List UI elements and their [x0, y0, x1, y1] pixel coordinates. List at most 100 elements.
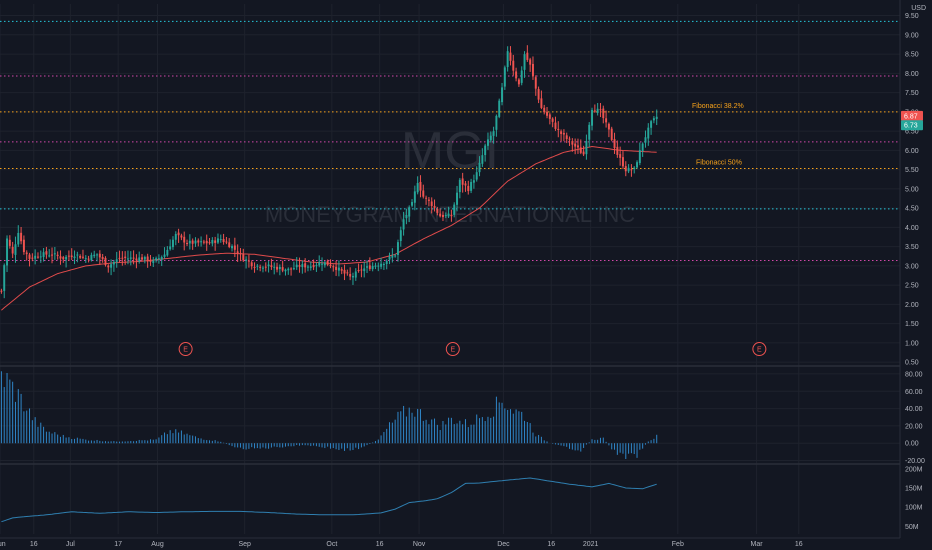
candle-body	[551, 118, 554, 122]
price-tick-label: 4.00	[905, 225, 919, 232]
time-tick-label: Jun	[0, 541, 6, 548]
candle-body	[36, 256, 39, 258]
candle-body	[20, 232, 23, 242]
candle-body	[214, 240, 217, 243]
price-tick-label: 3.00	[905, 263, 919, 270]
candle-body	[579, 147, 582, 153]
price-tick-label: 5.50	[905, 167, 919, 174]
candle-body	[540, 98, 543, 108]
candle-body	[498, 100, 501, 117]
price-tick-label: 8.50	[905, 52, 919, 59]
candle-body	[76, 254, 79, 256]
pane-dividers[interactable]	[0, 0, 901, 539]
candle-body	[633, 167, 636, 170]
candle-body	[104, 257, 107, 265]
gridlines	[0, 4, 900, 534]
time-tick-label: 16	[795, 541, 803, 548]
candle-body	[211, 240, 214, 244]
candle-body	[467, 185, 470, 192]
candle-body	[377, 265, 380, 267]
candle-body	[394, 255, 397, 257]
candle-body	[472, 180, 475, 183]
candle-body	[571, 141, 574, 145]
candle-body	[200, 241, 203, 243]
candle-body	[118, 257, 121, 259]
candle-body	[548, 114, 551, 119]
candle-body	[115, 259, 118, 262]
candle-body	[616, 146, 619, 155]
candle-body	[53, 253, 56, 255]
candle-body	[531, 63, 534, 77]
candle-body	[245, 259, 248, 261]
candle-body	[31, 257, 34, 259]
horizontal-levels[interactable]: Fibonacci 38.2% Fibonacci 50%	[0, 20, 900, 261]
candle-body	[287, 268, 290, 271]
candle-body	[610, 128, 613, 140]
candle-body	[613, 139, 616, 149]
time-tick-label: Sep	[238, 541, 251, 548]
candle-body	[627, 167, 630, 172]
candle-body	[295, 264, 298, 268]
candle-body	[132, 257, 135, 259]
candle-body	[166, 249, 169, 256]
oscillator-histogram	[0, 371, 658, 460]
candle-body	[354, 271, 357, 278]
candle-body	[650, 121, 653, 128]
price-tick-label: 2.50	[905, 283, 919, 290]
price-axis[interactable]: 9.509.008.508.007.507.006.506.005.505.00…	[905, 13, 925, 531]
candle-body	[495, 115, 498, 130]
candle-body	[239, 253, 242, 255]
oscillator-tick-label: -20.00	[905, 458, 925, 465]
candle-body	[405, 215, 408, 219]
price-badges: 6.87 6.73	[901, 110, 923, 131]
candle-body	[163, 254, 166, 257]
candle-body	[588, 124, 591, 140]
candle-body	[183, 236, 186, 243]
candle-body	[124, 256, 127, 258]
candle-body	[475, 172, 478, 180]
candle-body	[312, 264, 315, 268]
price-tick-label: 1.50	[905, 321, 919, 328]
candle-body	[247, 260, 250, 262]
time-tick-label: Oct	[326, 541, 337, 548]
candle-body	[208, 242, 211, 244]
candle-body	[171, 239, 174, 248]
candle-body	[222, 239, 225, 243]
time-tick-label: Aug	[151, 541, 164, 548]
fibonacci-label: Fibonacci 50%	[696, 159, 742, 166]
candle-body	[34, 255, 37, 259]
candle-body	[501, 87, 504, 103]
candle-body	[28, 254, 31, 259]
candle-body	[399, 230, 402, 241]
candle-body	[447, 213, 450, 217]
candle-body	[638, 150, 641, 163]
candle-body	[180, 235, 183, 238]
candle-body	[259, 266, 262, 268]
candle-body	[621, 157, 624, 167]
candle-body	[416, 183, 419, 193]
candle-body	[509, 52, 512, 61]
candle-body	[427, 199, 430, 201]
candle-body	[520, 70, 523, 83]
candle-body	[515, 71, 518, 79]
price-badge	[901, 120, 923, 131]
price-tick-label: 6.50	[905, 129, 919, 136]
candle-body	[647, 127, 650, 139]
candle-body	[45, 251, 48, 255]
candle-body	[422, 190, 425, 197]
candle-body	[98, 253, 101, 258]
candle-body	[560, 131, 563, 134]
price-tick-label: 7.50	[905, 90, 919, 97]
candle-body	[655, 116, 658, 119]
candle-body	[380, 263, 383, 267]
candle-body	[62, 257, 65, 260]
candlesticks[interactable]	[0, 45, 658, 299]
candle-body	[605, 118, 608, 123]
candle-body	[267, 264, 270, 267]
time-axis[interactable]: Jun 16 Jul 17 Aug Sep Oct 16 Nov Dec 16 2021 Feb Mar 1…	[0, 541, 803, 548]
candle-body	[641, 143, 644, 152]
candle-body	[228, 242, 231, 248]
candle-body	[366, 266, 369, 268]
